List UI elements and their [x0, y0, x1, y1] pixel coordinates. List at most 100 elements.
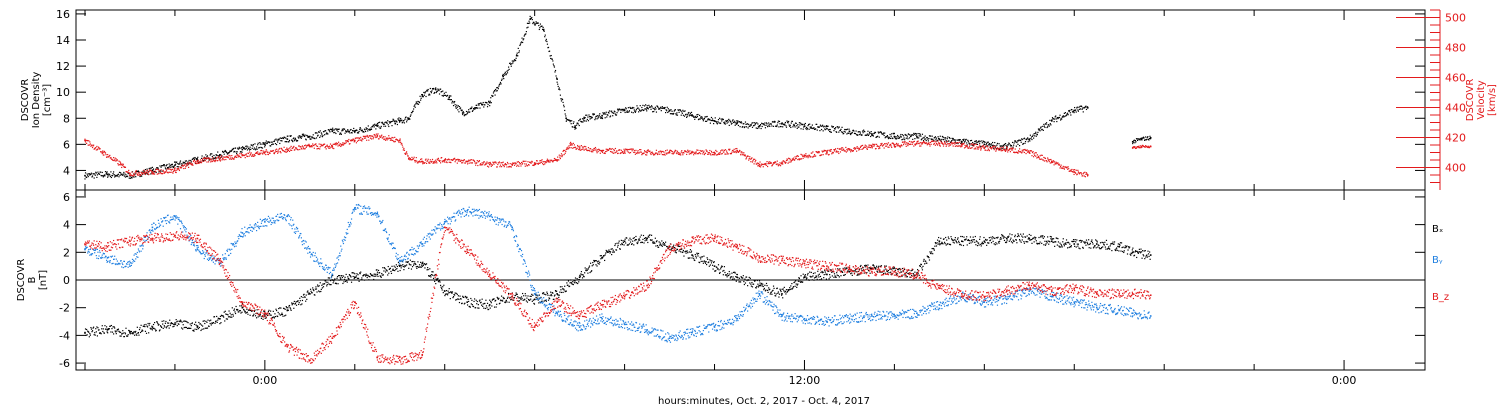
- series-bx: [84, 233, 1151, 337]
- series-bz-point: [579, 315, 581, 317]
- series-bx-point: [1006, 238, 1008, 240]
- series-bz-point: [714, 238, 716, 240]
- x-axis: 0:00 12:00 0:00: [85, 10, 1356, 387]
- series-by-point: [534, 293, 536, 295]
- y-tick-label: -2: [59, 302, 70, 315]
- y-axis-label-line: Ion Density: [31, 72, 42, 129]
- y-axis-label-line: DSCOVR: [20, 79, 31, 122]
- y2-tick-label: 420: [1445, 132, 1466, 145]
- series-velocity-point: [579, 147, 581, 149]
- y-axis-label-line: [cm⁻³]: [42, 84, 53, 116]
- series-velocity-point: [826, 152, 828, 154]
- x-tick-label: 0:00: [1332, 374, 1357, 387]
- legend-bz: B_z: [1432, 292, 1449, 303]
- series-ion-density-point: [448, 97, 450, 99]
- series-by-point: [759, 293, 761, 295]
- series-by-point: [939, 304, 941, 306]
- series-by: [84, 204, 1151, 343]
- series-by-point: [129, 265, 131, 267]
- series-by-point: [1150, 315, 1152, 317]
- series-bx-point: [1150, 254, 1152, 256]
- y-tick-label: -4: [59, 329, 70, 342]
- series-velocity-late: [1132, 145, 1152, 149]
- series-bz-point: [489, 274, 491, 276]
- series-ion-density-point: [332, 131, 334, 133]
- y2-tick-label: 480: [1445, 42, 1466, 55]
- series-by-point: [309, 252, 311, 254]
- series-bz-point: [511, 296, 513, 298]
- y2-tick-label: 500: [1445, 12, 1466, 25]
- series-bz-point: [669, 249, 671, 251]
- series-bz-point: [466, 249, 468, 251]
- series-ion-density-point: [107, 174, 109, 176]
- series-bx-point: [376, 274, 378, 276]
- series-bx-point: [714, 265, 716, 267]
- series-bx-point: [1073, 243, 1075, 245]
- legend-bx: Bₓ: [1432, 224, 1443, 235]
- y2-axis-label-line: DSCOVR: [1465, 79, 1476, 122]
- series-ion-density-point: [84, 175, 86, 177]
- y-tick-label: 6: [63, 191, 70, 204]
- series-bz-point: [1118, 293, 1120, 295]
- series-bz-point: [197, 238, 199, 240]
- series-ion-density-point: [916, 136, 918, 138]
- series-ion-density-late: [1132, 136, 1152, 144]
- series-bz-point: [399, 360, 401, 362]
- legend-by: Bᵧ: [1432, 255, 1443, 266]
- series-by-point: [242, 232, 244, 234]
- series-by-point: [916, 312, 918, 314]
- series-bz-point: [534, 326, 536, 328]
- series-bz-point: [781, 260, 783, 262]
- y-axis-label-line: DSCOVR: [16, 259, 27, 302]
- y-tick-label: 8: [63, 112, 70, 125]
- x-tick-label: 0:00: [253, 374, 278, 387]
- y2-tick-label: 400: [1445, 162, 1466, 175]
- series-by-point: [1073, 301, 1075, 303]
- y-axis-label-line: B: [27, 276, 38, 283]
- series-ion-density-point: [242, 149, 244, 151]
- series-bx-point: [939, 240, 941, 242]
- series-bx-point: [1051, 240, 1053, 242]
- series-ion-density-point: [287, 138, 289, 140]
- series-by-point: [1096, 307, 1098, 309]
- series-bz-point: [152, 238, 154, 240]
- y-tick-label: 12: [56, 60, 70, 73]
- series-by-point: [152, 227, 154, 229]
- series-ion-density-point: [574, 125, 576, 127]
- series-ion-density: [84, 16, 1088, 180]
- series-velocity-point: [624, 150, 626, 152]
- y-tick-label: -6: [59, 357, 70, 370]
- series-ion-density-point: [565, 117, 567, 119]
- series-velocity-point: [570, 144, 572, 146]
- y-tick-label: 2: [63, 246, 70, 259]
- y-tick-label: 0: [63, 274, 70, 287]
- series-by-point: [669, 337, 671, 339]
- series-by-point: [264, 221, 266, 223]
- y-tick-label: 10: [56, 86, 70, 99]
- series-bz-point: [624, 296, 626, 298]
- series-by-point: [601, 318, 603, 320]
- y2-tick-label: 460: [1445, 72, 1466, 85]
- y-tick-label: 14: [56, 34, 70, 47]
- series-bz-point: [1051, 290, 1053, 292]
- series-ion-density-point: [601, 115, 603, 117]
- series-bz-point: [961, 293, 963, 295]
- series-bx-point: [466, 301, 468, 303]
- series-bz-point: [871, 271, 873, 273]
- y2-tick-label: 440: [1445, 102, 1466, 115]
- y-tick-label: 4: [63, 164, 70, 177]
- series-bx-point: [1118, 246, 1120, 248]
- y-tick-label: 6: [63, 138, 70, 151]
- series-by-point: [579, 326, 581, 328]
- series-ion-density-point: [984, 144, 986, 146]
- x-axis-title: hours:minutes, Oct. 2, 2017 - Oct. 4, 20…: [658, 396, 870, 407]
- series-bz-point: [826, 265, 828, 267]
- series-ion-density-point: [826, 128, 828, 130]
- x-tick-label: 12:00: [789, 374, 821, 387]
- series-bz-point: [1150, 294, 1152, 296]
